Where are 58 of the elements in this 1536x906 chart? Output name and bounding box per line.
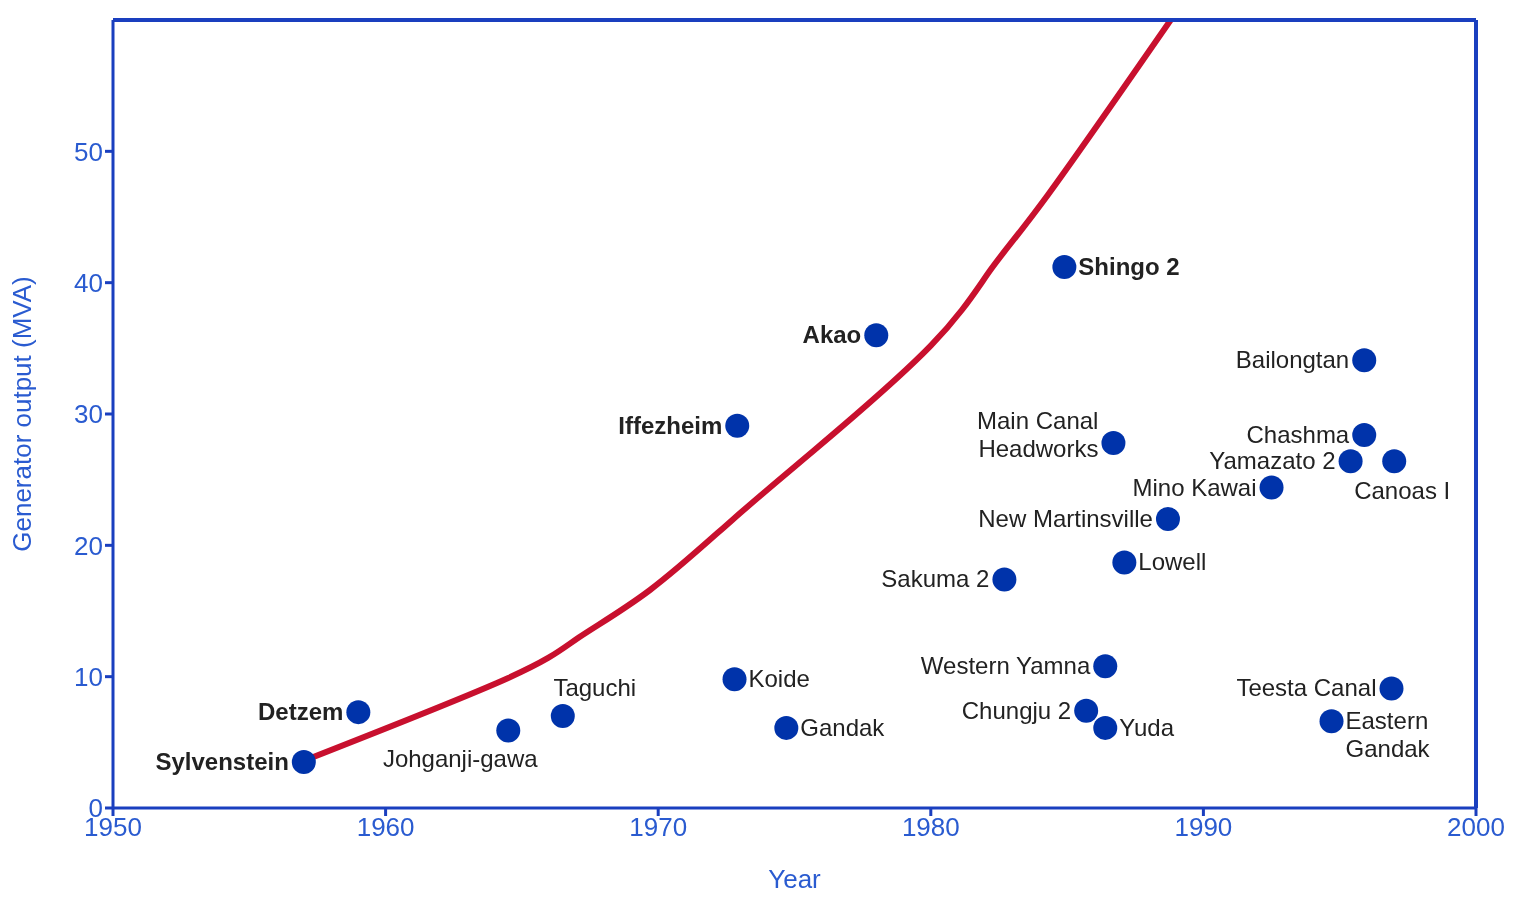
annotation: Yamazato 2 [1209, 447, 1336, 475]
annotation: Bailongtan [1235, 346, 1350, 374]
y-tick-label: 10 [74, 661, 103, 692]
point [722, 667, 747, 692]
annotation: Canoas I [1354, 477, 1451, 505]
annotation: Akao [802, 321, 862, 349]
point [550, 704, 575, 729]
x-tick-label: 1970 [629, 812, 688, 843]
annotation: Gandak [800, 713, 886, 741]
y-tick-label: 30 [74, 399, 103, 430]
point [496, 718, 521, 743]
point [1338, 449, 1363, 474]
point [1093, 654, 1118, 679]
point [291, 750, 316, 775]
point [1319, 709, 1344, 734]
point [1352, 423, 1377, 448]
point [1093, 715, 1118, 740]
x-axis-title: Year [768, 864, 822, 894]
y-axis-title: Generator output (MVA) [7, 276, 38, 552]
annotation: Western Yamna [920, 652, 1091, 680]
point [1052, 254, 1077, 279]
point [864, 323, 889, 348]
y-tick-label: 20 [74, 530, 103, 561]
annotation: Mino Kawai [1132, 473, 1257, 501]
annotation: Johganji-gawa [382, 744, 539, 772]
point [992, 567, 1017, 592]
annotation: Iffezheim [618, 411, 723, 439]
x-tick-label: 2000 [1447, 812, 1505, 843]
annotation: Shingo 2 [1078, 252, 1180, 280]
point [1155, 507, 1180, 532]
annotation: Chungju 2 [961, 696, 1072, 724]
annotation: Eastern Gandak [1345, 707, 1431, 763]
x-tick-label: 1980 [901, 812, 960, 843]
annotation: Sylvenstein [155, 748, 289, 776]
annotation: Main Canal Headworks [977, 406, 1099, 462]
point [725, 413, 750, 438]
point [1379, 676, 1404, 701]
point [1382, 449, 1407, 474]
annotation: Taguchi [553, 674, 637, 702]
point [1101, 430, 1126, 455]
x-tick-label: 1990 [1174, 812, 1233, 843]
y-tick-label: 40 [74, 267, 103, 298]
annotation: Lowell [1138, 548, 1207, 576]
x-tick-label: 1960 [356, 812, 415, 843]
point [1074, 698, 1099, 723]
annotation: Yuda [1119, 713, 1175, 741]
point [1352, 348, 1377, 373]
annotation: New Martinsville [978, 505, 1153, 533]
annotation: Detzem [257, 698, 344, 726]
annotation: Koide [748, 665, 810, 693]
annotation: Sakuma 2 [881, 565, 990, 593]
point [774, 715, 799, 740]
point [346, 700, 371, 725]
point [1259, 475, 1284, 500]
annotation: Chashma [1246, 421, 1350, 449]
y-tick-label: 50 [74, 136, 103, 167]
point [1112, 550, 1137, 575]
annotation: Teesta Canal [1236, 674, 1377, 702]
